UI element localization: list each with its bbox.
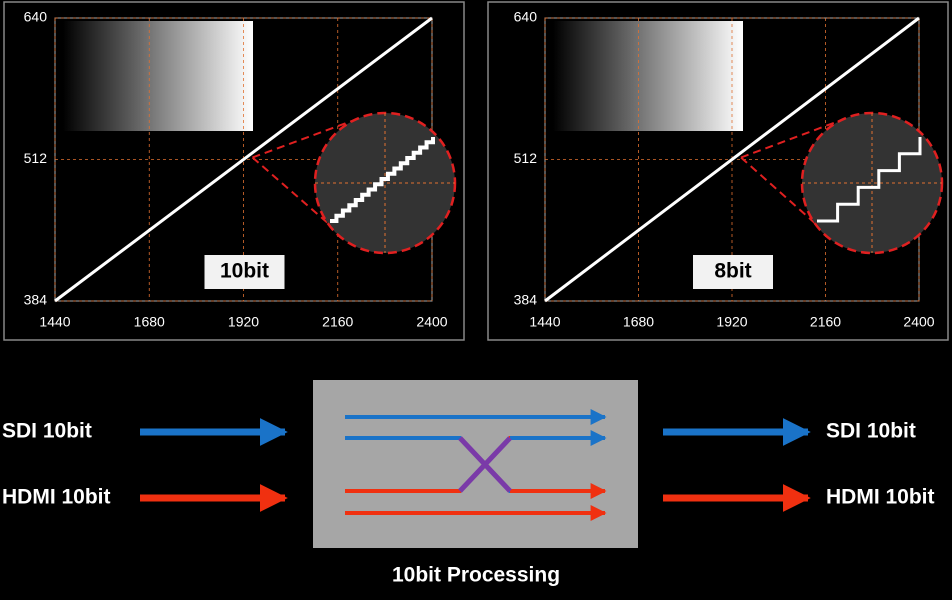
annotation: 8bit — [714, 260, 751, 283]
y-tick-label: 512 — [514, 150, 538, 166]
zoom-steps — [330, 137, 435, 223]
magnifier — [740, 111, 944, 255]
gradient-ramp — [553, 21, 743, 131]
magnifier — [251, 111, 457, 255]
annotation: 10bit — [220, 260, 269, 283]
x-tick-label: 2400 — [416, 314, 447, 330]
x-tick-label: 1440 — [529, 314, 560, 330]
x-tick-label: 2400 — [903, 314, 934, 330]
y-tick-label: 384 — [24, 292, 48, 308]
annotation-box — [204, 255, 285, 289]
x-tick-label: 1440 — [39, 314, 70, 330]
x-tick-label: 1680 — [623, 314, 654, 330]
input-label: SDI 10bit — [2, 420, 92, 443]
y-tick-label: 640 — [24, 9, 48, 25]
y-tick-label: 512 — [24, 150, 48, 166]
data-line — [544, 16, 920, 303]
x-tick-label: 1920 — [228, 314, 259, 330]
zoom-line — [251, 156, 331, 226]
zoom-line — [740, 117, 848, 159]
y-tick-label: 640 — [514, 9, 538, 25]
x-tick-label: 2160 — [810, 314, 841, 330]
annotation-box — [693, 255, 773, 289]
output-label: SDI 10bit — [826, 420, 916, 443]
charts: 1440 1680 1920 2160 2400 384 512 640 10bit 1440 16… — [3, 1, 949, 341]
zoom-steps — [817, 137, 922, 223]
data-line — [54, 16, 433, 303]
zoom-line — [252, 117, 361, 159]
crossover — [458, 436, 512, 493]
zoom-line — [740, 156, 818, 226]
y-tick-label: 384 — [514, 292, 538, 308]
input-label: HDMI 10bit — [2, 486, 111, 509]
caption: 10bit Processing — [392, 564, 560, 587]
x-tick-label: 2160 — [322, 314, 353, 330]
output-label: HDMI 10bit — [826, 486, 935, 509]
x-tick-label: 1680 — [134, 314, 165, 330]
gradient-ramp — [63, 21, 253, 131]
processor-box — [313, 380, 638, 548]
x-tick-label: 1920 — [716, 314, 747, 330]
